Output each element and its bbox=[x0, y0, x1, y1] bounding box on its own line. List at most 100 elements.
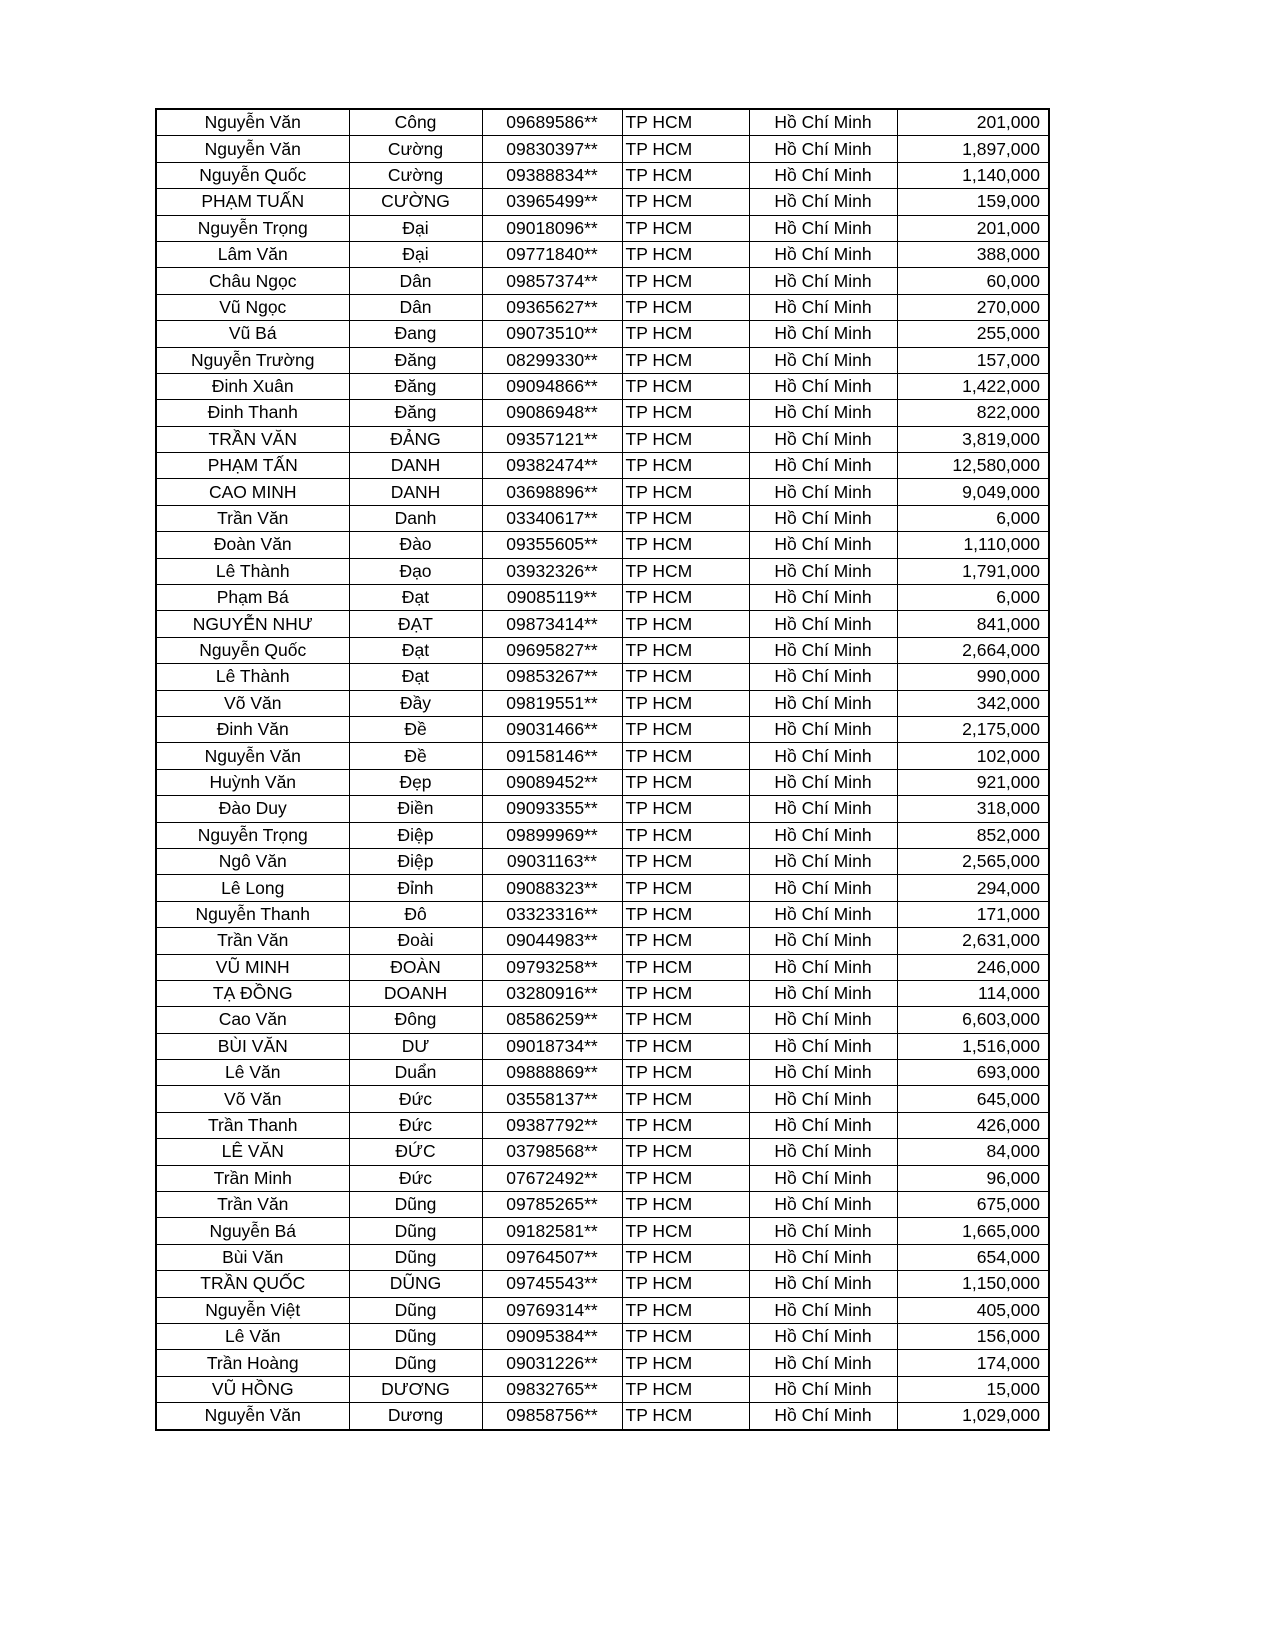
province-cell: Hồ Chí Minh bbox=[748, 584, 898, 612]
phone-cell: 09873414** bbox=[481, 610, 623, 638]
phone-cell: 09086948** bbox=[481, 399, 623, 427]
city-cell: TP HCM bbox=[621, 610, 750, 638]
table-row: Trần Văn Danh 03340617** TP HCM Hồ Chí Minh 6… bbox=[155, 504, 1050, 533]
table-row: Nguyễn Trọng Đại 09018096** TP HCM Hồ Chí Mi… bbox=[155, 214, 1050, 242]
province-cell: Hồ Chí Minh bbox=[748, 979, 898, 1008]
given-name-cell: Đức bbox=[348, 1111, 483, 1140]
surname-middle-cell: Nguyễn Văn bbox=[155, 1402, 350, 1431]
city-cell: TP HCM bbox=[621, 1164, 750, 1193]
given-name-cell: CƯỜNG bbox=[348, 188, 483, 216]
surname-middle-cell: Phạm Bá bbox=[155, 584, 350, 612]
amount-cell: 157,000 bbox=[896, 346, 1050, 374]
table-row: Bùi Văn Dũng 09764507** TP HCM Hồ Chí Minh 65… bbox=[155, 1243, 1050, 1272]
recipient-table: Nguyễn Văn Công 09689586** TP HCM Hồ Chí Min… bbox=[155, 108, 1050, 1431]
table-body: Nguyễn Văn Công 09689586** TP HCM Hồ Chí Min… bbox=[155, 108, 1050, 1431]
given-name-cell: Đạo bbox=[348, 557, 483, 586]
province-cell: Hồ Chí Minh bbox=[748, 1322, 898, 1351]
city-cell: TP HCM bbox=[621, 795, 750, 823]
city-cell: TP HCM bbox=[621, 636, 750, 665]
province-cell: Hồ Chí Minh bbox=[748, 847, 898, 876]
table-row: Vũ Bá Đang 09073510** TP HCM Hồ Chí Minh 255,… bbox=[155, 320, 1050, 348]
surname-middle-cell: Đào Duy bbox=[155, 795, 350, 823]
phone-cell: 09888869** bbox=[481, 1059, 623, 1087]
city-cell: TP HCM bbox=[621, 584, 750, 612]
surname-middle-cell: Nguyễn Văn bbox=[155, 742, 350, 770]
given-name-cell: Đào bbox=[348, 531, 483, 559]
amount-cell: 60,000 bbox=[896, 267, 1050, 295]
given-name-cell: Cường bbox=[348, 161, 483, 190]
amount-cell: 693,000 bbox=[896, 1059, 1050, 1087]
table-row: PHẠM TẤN DANH 09382474** TP HCM Hồ Chí Minh 1… bbox=[155, 452, 1050, 480]
given-name-cell: Đạt bbox=[348, 663, 483, 691]
table-row: Trần Thanh Đức 09387792** TP HCM Hồ Chí Minh… bbox=[155, 1111, 1050, 1140]
amount-cell: 3,819,000 bbox=[896, 425, 1050, 454]
phone-cell: 09853267** bbox=[481, 663, 623, 691]
city-cell: TP HCM bbox=[621, 214, 750, 242]
phone-cell: 09031466** bbox=[481, 715, 623, 744]
amount-cell: 159,000 bbox=[896, 188, 1050, 216]
table-row: Ngô Văn Điệp 09031163** TP HCM Hồ Chí Minh 2,… bbox=[155, 847, 1050, 876]
province-cell: Hồ Chí Minh bbox=[748, 214, 898, 242]
phone-cell: 09355605** bbox=[481, 531, 623, 559]
amount-cell: 102,000 bbox=[896, 742, 1050, 770]
table-row: Đinh Xuân Đăng 09094866** TP HCM Hồ Chí Minh… bbox=[155, 372, 1050, 401]
table-row: Nguyễn Trọng Điệp 09899969** TP HCM Hồ Chí M… bbox=[155, 821, 1050, 849]
given-name-cell: DƯƠNG bbox=[348, 1375, 483, 1404]
given-name-cell: Dũng bbox=[348, 1191, 483, 1219]
amount-cell: 2,664,000 bbox=[896, 636, 1050, 665]
surname-middle-cell: Đoàn Văn bbox=[155, 531, 350, 559]
surname-middle-cell: TRẦN QUỐC bbox=[155, 1270, 350, 1298]
surname-middle-cell: TẠ ĐỒNG bbox=[155, 979, 350, 1008]
city-cell: TP HCM bbox=[621, 293, 750, 322]
amount-cell: 822,000 bbox=[896, 399, 1050, 427]
table-row: Trần Văn Đoài 09044983** TP HCM Hồ Chí Minh 2… bbox=[155, 927, 1050, 955]
given-name-cell: ĐỨC bbox=[348, 1138, 483, 1166]
province-cell: Hồ Chí Minh bbox=[748, 1402, 898, 1431]
surname-middle-cell: Huỳnh Văn bbox=[155, 768, 350, 797]
province-cell: Hồ Chí Minh bbox=[748, 1191, 898, 1219]
phone-cell: 09089452** bbox=[481, 768, 623, 797]
surname-middle-cell: Nguyễn Thanh bbox=[155, 900, 350, 929]
amount-cell: 84,000 bbox=[896, 1138, 1050, 1166]
province-cell: Hồ Chí Minh bbox=[748, 504, 898, 533]
table-row: NGUYỄN NHƯ ĐẠT 09873414** TP HCM Hồ Chí Minh… bbox=[155, 610, 1050, 638]
amount-cell: 270,000 bbox=[896, 293, 1050, 322]
province-cell: Hồ Chí Minh bbox=[748, 399, 898, 427]
amount-cell: 990,000 bbox=[896, 663, 1050, 691]
table-row: Nguyễn Văn Dương 09858756** TP HCM Hồ Chí Mi… bbox=[155, 1402, 1050, 1431]
city-cell: TP HCM bbox=[621, 346, 750, 374]
given-name-cell: Đẹp bbox=[348, 768, 483, 797]
surname-middle-cell: Nguyễn Quốc bbox=[155, 161, 350, 190]
amount-cell: 1,422,000 bbox=[896, 372, 1050, 401]
city-cell: TP HCM bbox=[621, 504, 750, 533]
city-cell: TP HCM bbox=[621, 1111, 750, 1140]
surname-middle-cell: Ngô Văn bbox=[155, 847, 350, 876]
phone-cell: 09899969** bbox=[481, 821, 623, 849]
amount-cell: 2,175,000 bbox=[896, 715, 1050, 744]
phone-cell: 09031226** bbox=[481, 1349, 623, 1377]
amount-cell: 654,000 bbox=[896, 1243, 1050, 1272]
amount-cell: 1,791,000 bbox=[896, 557, 1050, 586]
province-cell: Hồ Chí Minh bbox=[748, 1138, 898, 1166]
city-cell: TP HCM bbox=[621, 1138, 750, 1166]
city-cell: TP HCM bbox=[621, 1402, 750, 1431]
given-name-cell: Điệp bbox=[348, 821, 483, 849]
table-row: Trần Minh Đức 07672492** TP HCM Hồ Chí Minh 9… bbox=[155, 1164, 1050, 1193]
city-cell: TP HCM bbox=[621, 1032, 750, 1061]
city-cell: TP HCM bbox=[621, 663, 750, 691]
table-row: Đoàn Văn Đào 09355605** TP HCM Hồ Chí Minh 1,… bbox=[155, 531, 1050, 559]
amount-cell: 1,150,000 bbox=[896, 1270, 1050, 1298]
province-cell: Hồ Chí Minh bbox=[748, 742, 898, 770]
given-name-cell: Duẩn bbox=[348, 1059, 483, 1087]
province-cell: Hồ Chí Minh bbox=[748, 478, 898, 506]
amount-cell: 852,000 bbox=[896, 821, 1050, 849]
province-cell: Hồ Chí Minh bbox=[748, 1296, 898, 1324]
city-cell: TP HCM bbox=[621, 979, 750, 1008]
city-cell: TP HCM bbox=[621, 531, 750, 559]
amount-cell: 1,897,000 bbox=[896, 135, 1050, 163]
province-cell: Hồ Chí Minh bbox=[748, 715, 898, 744]
surname-middle-cell: VŨ HỒNG bbox=[155, 1375, 350, 1404]
phone-cell: 09771840** bbox=[481, 240, 623, 269]
table-row: Trần Hoàng Dũng 09031226** TP HCM Hồ Chí Min… bbox=[155, 1349, 1050, 1377]
surname-middle-cell: Trần Văn bbox=[155, 1191, 350, 1219]
